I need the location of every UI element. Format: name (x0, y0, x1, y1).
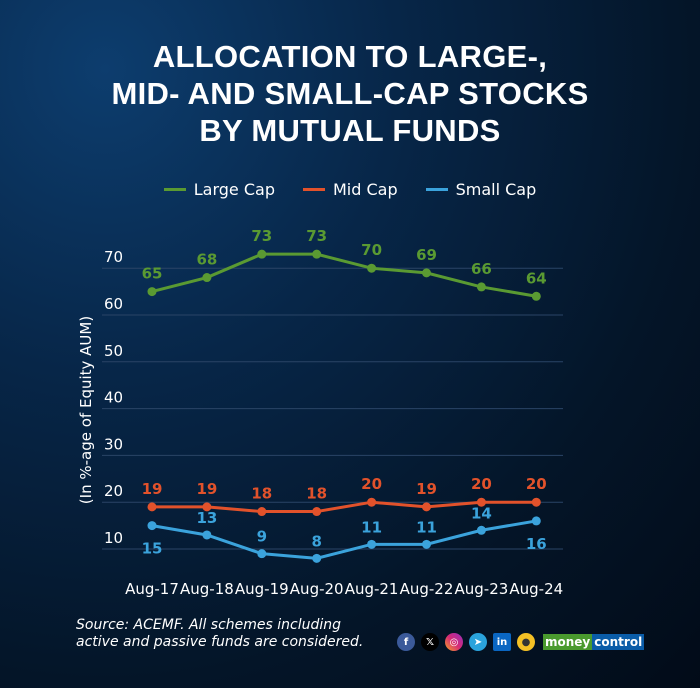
x-tick-label: Aug-22 (400, 580, 454, 598)
facebook-icon[interactable]: f (397, 633, 415, 651)
data-point (476, 497, 486, 507)
data-label: 73 (251, 227, 272, 245)
source-line: active and passive funds are considered. (76, 634, 364, 650)
data-point (422, 502, 431, 512)
moneycontrol-logo: money control (543, 634, 645, 650)
data-point (202, 273, 212, 283)
legend-item-mid-cap: Mid Cap (302, 180, 398, 199)
brand-part2: control (592, 634, 645, 650)
data-label: 9 (257, 528, 267, 546)
y-tick-label: 50 (104, 342, 123, 360)
y-tick-label: 10 (104, 529, 123, 547)
page-title: ALLOCATION TO LARGE-, MID- AND SMALL-CAP… (0, 38, 700, 149)
x-tick-label: Aug-17 (125, 580, 179, 598)
legend-label: Mid Cap (332, 180, 398, 199)
title-line: MID- AND SMALL-CAP STOCKS (111, 76, 589, 111)
data-label: 19 (142, 480, 163, 498)
x-tick-label: Aug-23 (455, 580, 509, 598)
x-tick-label: Aug-20 (290, 580, 344, 598)
koo-icon[interactable]: ● (517, 633, 535, 651)
data-point (312, 507, 322, 517)
data-point (367, 263, 377, 273)
y-tick-label: 20 (104, 482, 123, 500)
data-label: 11 (361, 518, 382, 536)
data-label: 18 (306, 485, 327, 503)
social-bar: f 𝕏 ◎ ➤ in ● money control (397, 633, 645, 651)
data-label: 70 (361, 241, 382, 259)
data-point (202, 530, 212, 540)
y-tick-label: 30 (104, 435, 123, 453)
data-label: 16 (526, 535, 547, 553)
data-label: 65 (142, 265, 163, 283)
source-note: Source: ACEMF. All schemes including act… (76, 617, 363, 651)
data-point (476, 525, 486, 535)
data-point (312, 553, 322, 563)
data-point (476, 282, 486, 292)
data-label: 20 (471, 475, 492, 493)
y-axis-label: (In %-age of Equity AUM) (77, 316, 95, 504)
legend-swatch (163, 188, 186, 191)
data-label: 64 (526, 269, 547, 287)
data-point (367, 539, 377, 549)
x-tick-label: Aug-19 (235, 580, 289, 598)
data-point (422, 539, 431, 549)
data-point (531, 497, 541, 507)
legend: Large Cap Mid Cap Small Cap (0, 180, 700, 199)
data-label: 68 (196, 251, 217, 269)
data-label: 8 (311, 532, 321, 550)
legend-swatch (302, 188, 325, 191)
title-line: BY MUTUAL FUNDS (199, 113, 501, 148)
data-label: 13 (196, 509, 217, 527)
linkedin-icon[interactable]: in (493, 633, 511, 651)
legend-label: Small Cap (455, 180, 537, 199)
data-point (422, 268, 431, 278)
data-label: 19 (416, 480, 437, 498)
data-label: 11 (416, 518, 437, 536)
y-tick-label: 40 (104, 389, 123, 407)
data-label: 15 (142, 540, 163, 558)
source-line: Source: ACEMF. All schemes including (76, 617, 342, 633)
data-point (257, 249, 267, 259)
data-point (367, 497, 377, 507)
data-label: 66 (471, 260, 492, 278)
y-tick-label: 70 (104, 248, 123, 266)
data-point (531, 291, 541, 301)
data-label: 73 (306, 227, 327, 245)
y-tick-label: 60 (104, 295, 123, 313)
series-line-mid-cap (152, 500, 537, 514)
x-tick-label: Aug-21 (345, 580, 399, 598)
data-label: 69 (416, 246, 437, 264)
data-label: 14 (471, 504, 492, 522)
x-icon[interactable]: 𝕏 (421, 633, 439, 651)
data-point (147, 521, 157, 531)
data-point (147, 502, 157, 512)
title-line: ALLOCATION TO LARGE-, (152, 39, 548, 74)
data-point (202, 502, 212, 512)
brand-part1: money (543, 634, 593, 650)
data-point (147, 287, 157, 297)
series-line-small-cap (151, 519, 537, 560)
legend-label: Large Cap (193, 180, 275, 199)
x-tick-label: Aug-24 (509, 580, 563, 598)
data-label: 20 (526, 475, 547, 493)
data-point (257, 549, 267, 559)
series-line-large-cap (151, 252, 537, 298)
legend-item-small-cap: Small Cap (425, 180, 537, 199)
data-point (312, 249, 322, 259)
data-label: 20 (361, 475, 382, 493)
x-tick-label: Aug-18 (180, 580, 234, 598)
instagram-icon[interactable]: ◎ (445, 633, 463, 651)
data-point (531, 516, 541, 526)
data-label: 19 (196, 480, 217, 498)
telegram-icon[interactable]: ➤ (469, 633, 487, 651)
data-point (257, 507, 267, 517)
legend-swatch (425, 188, 448, 191)
data-label: 18 (251, 485, 272, 503)
legend-item-large-cap: Large Cap (163, 180, 275, 199)
